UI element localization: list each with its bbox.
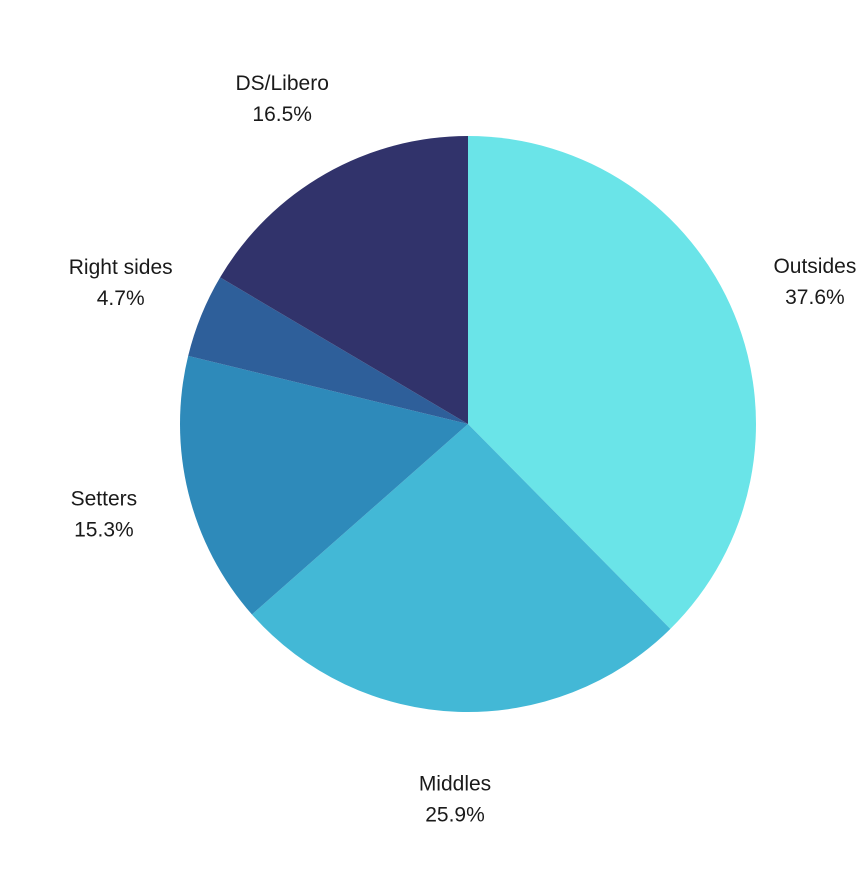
- pie-labels: Outsides 37.6% Middles 25.9% Setters 15.3% Rig…: [69, 72, 857, 826]
- slice-value-right-sides: 4.7%: [97, 287, 145, 310]
- slice-value-middles: 25.9%: [425, 803, 485, 826]
- pie-slice-setters: [180, 355, 468, 615]
- slice-value-outsides: 37.6%: [785, 286, 845, 309]
- slice-label-middles: Middles: [419, 772, 491, 795]
- slice-label-right-sides: Right sides: [69, 256, 173, 279]
- pie-slices: [180, 136, 756, 712]
- pie-slice-outsides: [468, 136, 756, 629]
- pie-slice-middles: [251, 424, 671, 712]
- slice-value-ds-libero: 16.5%: [252, 103, 312, 126]
- pie-slice-right-sides: [188, 277, 469, 424]
- slice-value-setters: 15.3%: [74, 518, 134, 541]
- slice-label-setters: Setters: [71, 487, 138, 510]
- slice-label-outsides: Outsides: [773, 255, 856, 278]
- pie-slice-ds-libero: [220, 136, 468, 424]
- slice-label-ds-libero: DS/Libero: [236, 72, 329, 95]
